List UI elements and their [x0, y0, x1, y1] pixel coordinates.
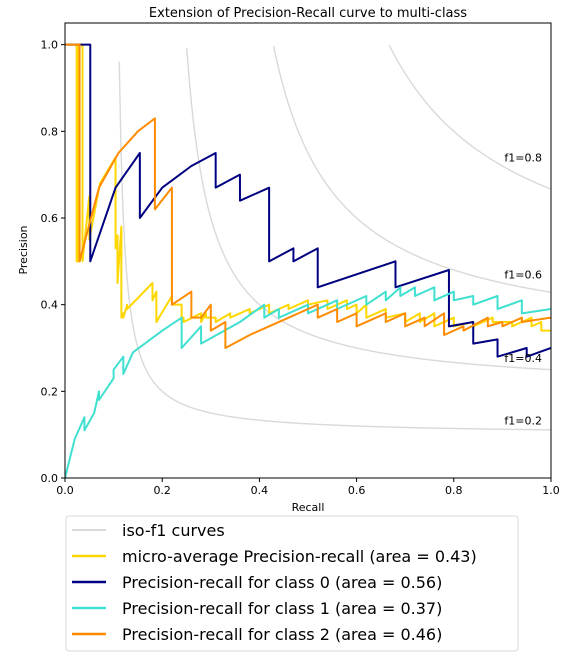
iso-f1-curve	[186, 48, 551, 371]
chart-title: Extension of Precision-Recall curve to m…	[149, 6, 467, 21]
y-tick-label: 0.4	[41, 299, 59, 312]
y-tick-label: 1.0	[41, 39, 59, 52]
x-tick-label: 0.4	[251, 484, 269, 497]
x-tick-label: 0.6	[348, 484, 366, 497]
legend-label: Precision-recall for class 2 (area = 0.4…	[122, 625, 442, 644]
iso-f1-curve	[388, 44, 551, 190]
iso-f1-label: f1=0.8	[504, 151, 542, 164]
iso-f1-curve	[272, 45, 551, 293]
plot-frame	[64, 22, 552, 479]
iso-f1-label: f1=0.2	[504, 415, 542, 428]
x-tick-label: 1.0	[542, 484, 560, 497]
x-tick-label: 0.8	[445, 484, 463, 497]
plot-area	[65, 43, 551, 478]
series-line-0	[65, 43, 551, 332]
series-line-1	[65, 43, 551, 358]
legend-label: iso-f1 curves	[122, 521, 225, 540]
legend-box	[65, 515, 519, 652]
x-tick-label: 0.2	[153, 484, 171, 497]
x-axis-label: Recall	[292, 501, 325, 514]
series-line-3	[65, 43, 551, 349]
y-axis-label: Precision	[17, 225, 30, 274]
series-line-2	[65, 286, 551, 478]
y-tick-label: 0.8	[41, 125, 59, 138]
y-tick-label: 0.6	[41, 212, 59, 225]
x-tick-label: 0.0	[56, 484, 74, 497]
y-tick-label: 0.0	[41, 472, 59, 485]
legend-label: Precision-recall for class 0 (area = 0.5…	[122, 573, 442, 592]
iso-f1-curve	[118, 61, 551, 431]
legend: iso-f1 curves micro-average Precision-rec…	[65, 515, 519, 652]
iso-f1-label: f1=0.4	[504, 352, 542, 365]
legend-label: micro-average Precision-recall (area = 0…	[122, 547, 477, 566]
iso-f1-label: f1=0.6	[504, 268, 542, 281]
y-tick-label: 0.2	[41, 385, 59, 398]
legend-label: Precision-recall for class 1 (area = 0.3…	[122, 599, 442, 618]
